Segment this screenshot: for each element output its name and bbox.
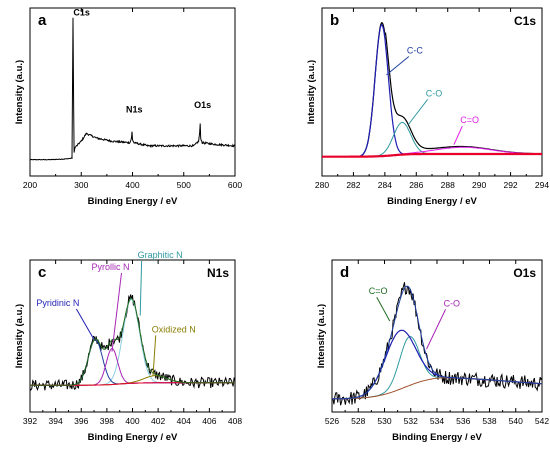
x-tick-label: 538: [482, 416, 496, 426]
peak-label: C-O: [426, 88, 443, 98]
x-tick-label: 396: [74, 416, 88, 426]
c-o-component: [331, 336, 542, 400]
peak-label: C-O: [444, 298, 461, 308]
x-axis-title: Binding Energy / eV: [88, 196, 178, 207]
panel-letter: b: [330, 12, 339, 29]
panel-a: 200 300 400 500 600 Binding Energy / eV Intens…: [14, 7, 242, 207]
x-tick-label: 542: [535, 416, 549, 426]
panel-letter: d: [340, 264, 349, 281]
peak-leader-line: [376, 296, 391, 322]
x-tick-label: 402: [151, 416, 165, 426]
o1s-raw-spectrum: [331, 282, 543, 406]
peak-leader-line: [152, 335, 157, 376]
peak-leader-line: [139, 260, 143, 316]
x-tick-label: 404: [177, 416, 191, 426]
y-axis-title: Intensity (a.u.): [306, 60, 317, 124]
plot-frame: [331, 259, 543, 413]
peak-leader-line: [408, 99, 429, 125]
x-tick-label: 288: [441, 180, 455, 190]
x-tick-label: 286: [409, 180, 423, 190]
x-tick-label: 400: [125, 180, 139, 190]
x-tick-label: 294: [535, 180, 549, 190]
x-tick-label: 408: [228, 416, 242, 426]
panel-c: 392 394 396 398 400 402 404 406 408 Binding Energ…: [14, 250, 242, 443]
survey-spectrum: [29, 17, 236, 161]
peak-leader-line: [75, 308, 95, 340]
x-tick-label: 290: [472, 180, 486, 190]
x-tick-label: 284: [378, 180, 392, 190]
x-tick-label: 526: [325, 416, 339, 426]
x-tick-label: 400: [125, 416, 139, 426]
y-axis-title: Intensity (a.u.): [316, 304, 327, 368]
peak-label: C-C: [407, 45, 423, 55]
panel-d: 526 528 530 532 534 536 538 540 542 Binding Energ…: [316, 259, 549, 443]
c1s-baseline: [322, 152, 542, 158]
x-tick-label: 406: [202, 416, 216, 426]
n1s-raw-spectrum: [29, 294, 236, 392]
peak-annotation: C1s: [73, 8, 90, 18]
panel-letter: c: [38, 264, 46, 281]
x-tick-label: 600: [228, 180, 242, 190]
panel-title: C1s: [514, 14, 536, 28]
x-tick-label: 200: [23, 180, 37, 190]
peak-leader-line: [453, 125, 463, 145]
peak-annotation: O1s: [194, 100, 211, 110]
peak-annotation: N1s: [126, 105, 143, 115]
peak-label: C=O: [369, 286, 388, 296]
x-tick-label: 300: [74, 180, 88, 190]
x-axis-title: Binding Energy / eV: [387, 196, 477, 207]
x-axis-title: Binding Energy / eV: [88, 432, 178, 443]
y-axis-title: Intensity (a.u.): [14, 304, 25, 368]
o1s-fit-envelope: [331, 285, 542, 400]
peak-leader-line: [386, 56, 410, 76]
pyrollic-n-component: [30, 347, 235, 386]
peak-label: Oxidized N: [152, 324, 196, 334]
x-tick-label: 532: [404, 416, 418, 426]
peak-label: Pyridinic N: [36, 298, 79, 308]
peak-leader-line: [111, 272, 122, 352]
peak-label: C=O: [460, 115, 479, 125]
panel-letter: a: [38, 12, 47, 29]
x-tick-label: 394: [49, 416, 63, 426]
x-tick-label: 534: [430, 416, 444, 426]
x-tick-label: 280: [315, 180, 329, 190]
peak-leader-line: [426, 309, 447, 350]
x-tick-label: 398: [100, 416, 114, 426]
y-axis-title: Intensity (a.u.): [14, 60, 25, 124]
x-tick-label: 530: [377, 416, 391, 426]
x-axis-title: Binding Energy / eV: [392, 432, 482, 443]
panel-b: 280 282 284 286 288 290 292 294 Binding Energy /…: [306, 7, 549, 207]
n1s-fit-envelope: [30, 297, 235, 386]
peak-label: Pyrollic N: [92, 262, 130, 272]
x-tick-label: 392: [23, 416, 37, 426]
pyridinic-n-component: [30, 338, 235, 386]
panel-title: O1s: [513, 266, 536, 280]
x-tick-label: 536: [456, 416, 470, 426]
x-tick-label: 292: [503, 180, 517, 190]
peak-label: Graphitic N: [138, 250, 183, 260]
x-tick-label: 540: [509, 416, 523, 426]
plot-frame: [29, 259, 236, 413]
graphitic-n-component: [30, 298, 235, 386]
c-double-o-component: [331, 329, 542, 400]
x-tick-label: 282: [346, 180, 360, 190]
x-tick-label: 500: [177, 180, 191, 190]
x-tick-label: 528: [351, 416, 365, 426]
plot-frame: [29, 7, 236, 177]
panel-title: N1s: [207, 266, 229, 280]
